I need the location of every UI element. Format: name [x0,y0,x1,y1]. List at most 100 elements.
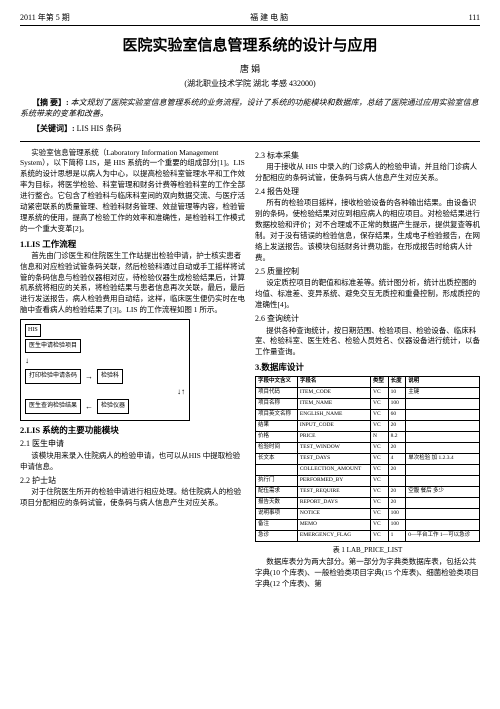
keywords-text: LIS HIS 条码 [77,124,122,133]
table-cell [406,410,480,421]
divider [20,141,480,142]
table-cell: VC [371,465,389,476]
table-header-cell: 字段中文含义 [256,377,298,388]
section-3-para: 数据库表分为两大部分。第一部分为字典类数据库表，包括公共字典(10 个库表)、一… [255,557,480,590]
flow-box-2: 打印检验申请条码 [25,369,81,384]
table-row: 执行门PERFORMED_BYVC [256,476,480,487]
section-2-6: 2.6 查询统计 [255,313,480,325]
table-cell: 结果 [256,421,298,432]
table-caption: 表 1 LAB_PRICE_LIST [255,545,480,555]
table-cell: TEST_REQUIRE [297,487,370,498]
table-cell: VC [371,421,389,432]
table-cell: 10 [388,388,406,399]
table-cell: VC [371,410,389,421]
table-cell: 20 [388,498,406,509]
section-3: 3.数据库设计 [255,361,480,373]
page-header: 2011 年第 5 期 福 建 电 脑 111 [20,12,480,26]
table-cell: EMERGENCY_FLAG [297,531,370,542]
table-cell: N [371,432,389,443]
author: 唐 娟 [20,63,480,76]
table-cell: VC [371,443,389,454]
table-body: 项目代码ITEM_CODEVC10主键项目名称ITEM_NAMEVC100项目英… [256,388,480,542]
section-2-4: 2.4 报告处理 [255,186,480,198]
table-cell [406,509,480,520]
table-head: 字段中文含义字段名类型长度说明 [256,377,480,388]
header-left: 2011 年第 5 期 [20,12,70,23]
table-cell: 执行门 [256,476,298,487]
flow-box-3: 检验科 [97,369,123,384]
table-cell: 价格 [256,432,298,443]
table-cell: NOTICE [297,509,370,520]
table-row: 结果INPUT_CODEVC20 [256,421,480,432]
left-column: 实验室信息管理系统（Laboratory Information Managem… [20,148,245,591]
flowchart: HIS 医生申请检验项目 ↓ 打印检验申请条码 → 检验科 ↓↑ 医生查询检验结… [20,319,190,421]
section-2: 2.LIS 系统的主要功能模块 [20,424,245,436]
table-cell [406,520,480,531]
table-cell: 长文本 [256,454,298,465]
table-cell: MEMO [297,520,370,531]
table-cell: 20 [388,487,406,498]
table-row: 说明事项NOTICEVC100 [256,509,480,520]
table-row: 急诊EMERGENCY_FLAGVC10—平台工作 1—可以急诊 [256,531,480,542]
table-cell: 检验时间 [256,443,298,454]
table-cell: 项目名称 [256,399,298,410]
table-cell: VC [371,388,389,399]
flow-box-4: 医生查询检验结果 [25,399,81,414]
table-row: 项目名称ITEM_NAMEVC100 [256,399,480,410]
table-header-cell: 字段名 [297,377,370,388]
abstract-text: 本文规划了医院实验室信息管理系统的业务流程，设计了系统的功能模块和数据库，总结了… [20,98,479,118]
table-cell: 空腹 餐后 多少 [406,487,480,498]
table-cell [406,432,480,443]
table-cell: COLLECTION_AMOUNT [297,465,370,476]
table-cell: 备注 [256,520,298,531]
table-cell: ITEM_NAME [297,399,370,410]
abstract-label: 【摘 要】: [32,98,69,107]
table-header-cell: 长度 [388,377,406,388]
table-cell: 4 [388,454,406,465]
table-cell [406,399,480,410]
table-cell: TEST_WINDOW [297,443,370,454]
section-2-2: 2.2 护士站 [20,475,245,487]
table-cell: 100 [388,520,406,531]
table-cell: ENGLISH_NAME [297,410,370,421]
table-cell: INPUT_CODE [297,421,370,432]
keywords-label: 【关键词】: [32,124,75,133]
table-cell: 20 [388,465,406,476]
table-cell: TEST_DAYS [297,454,370,465]
section-2-1: 2.1 医生申请 [20,438,245,450]
section-2-1-para: 该模块用来录入住院病人的检验申请，也可以从HIS 中提取检验申请信息。 [20,451,245,473]
table-header-cell: 类型 [371,377,389,388]
section-1: 1.LIS 工作流程 [20,238,245,250]
table-row: 价格PRICEN8.2 [256,432,480,443]
table-cell [406,421,480,432]
section-2-5-para: 设定质控项目的靶值和标准差等。统计图分析，统计出质控图的均值、标准差、变异系统、… [255,278,480,311]
table-row: 检验时间TEST_WINDOWVC20 [256,443,480,454]
flow-box-5: 检验仪器 [97,399,129,414]
section-2-5: 2.5 质量控制 [255,266,480,278]
table-cell: 报告天数 [256,498,298,509]
table-cell [406,476,480,487]
header-center: 福 建 电 脑 [250,12,288,23]
section-2-4-para: 所有的检验项目摇样，接收检验设备的各种输出结果。由设备识别的条码，使检验结果对应… [255,198,480,263]
table-cell: 8.2 [388,432,406,443]
table-cell [406,465,480,476]
table-row: 项目代码ITEM_CODEVC10主键 [256,388,480,399]
table-row: 备注MEMOVC100 [256,520,480,531]
table-cell: ITEM_CODE [297,388,370,399]
affiliation: (湖北职业技术学院 湖北 孝感 432000) [20,78,480,89]
table-row: COLLECTION_AMOUNTVC20 [256,465,480,476]
table-cell: 项目代码 [256,388,298,399]
table-cell: VC [371,498,389,509]
arrow-down-icon: ↓ [25,355,29,367]
table-cell: 20 [388,443,406,454]
table-cell [388,476,406,487]
table-cell: 配伍需求 [256,487,298,498]
section-2-6-para: 提供各种查询统计，按日期范围、检验项目、检验设备、临床科室、检验科室、医生姓名、… [255,326,480,359]
table-row: 项目英文名称ENGLISH_NAMEVC60 [256,410,480,421]
table-cell: 20 [388,421,406,432]
table-cell: 0—平台工作 1—可以急诊 [406,531,480,542]
flow-his-label: HIS [25,324,41,337]
table-cell [406,498,480,509]
table-cell: REPORT_DAYS [297,498,370,509]
keywords: 【关键词】: LIS HIS 条码 [20,123,480,134]
